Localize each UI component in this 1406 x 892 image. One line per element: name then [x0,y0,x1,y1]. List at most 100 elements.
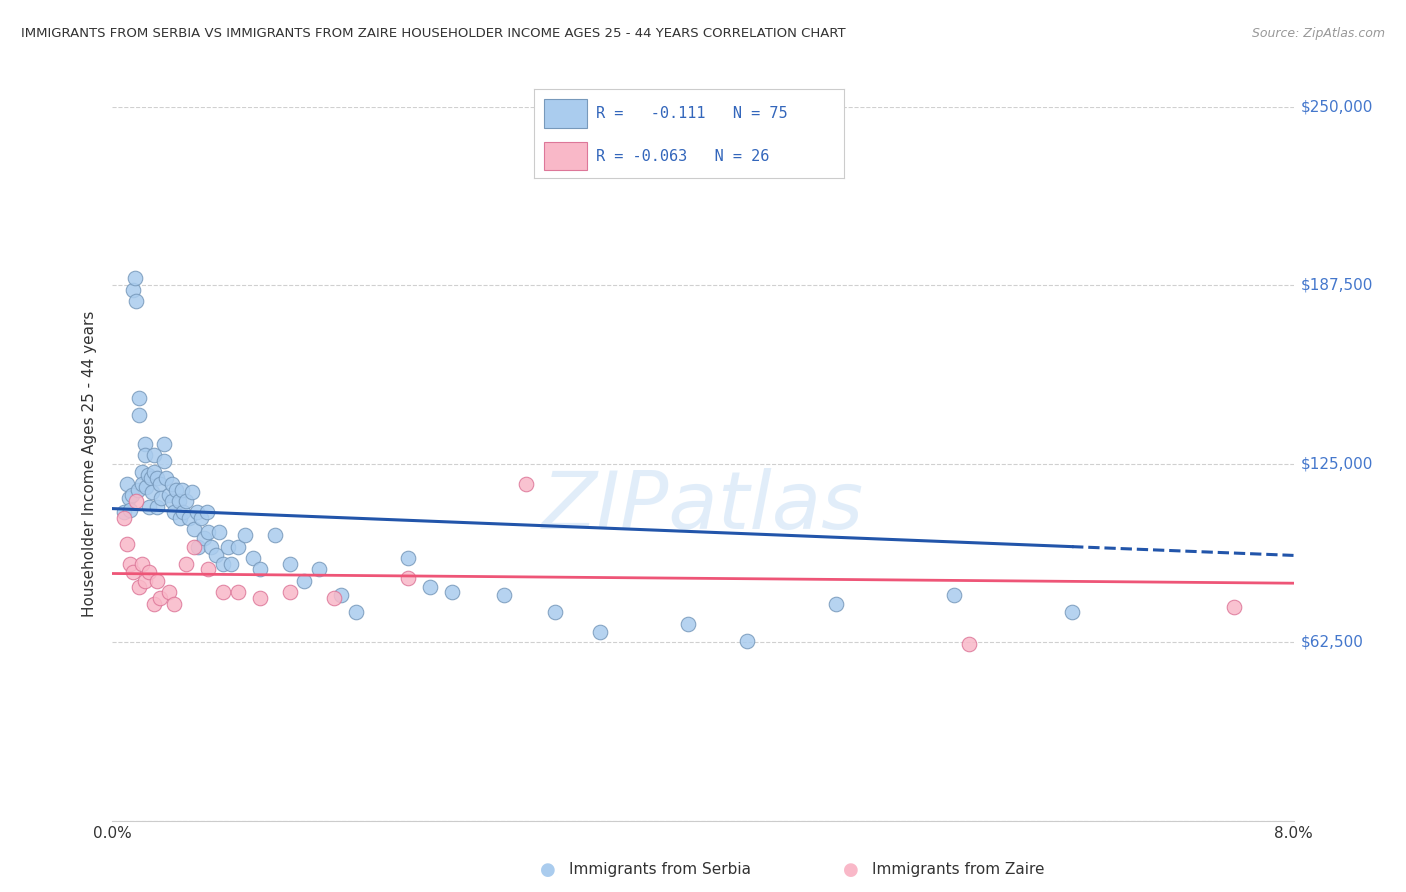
Point [150,491,173,505]
Point [419,580,441,594]
FancyBboxPatch shape [544,142,586,170]
Point [441,585,464,599]
Point [125,294,148,309]
Text: R =   -0.111   N = 75: R = -0.111 N = 75 [596,106,787,120]
Point [149,476,172,491]
Point [142,448,165,462]
FancyBboxPatch shape [544,99,586,128]
Point [249,562,271,576]
Point [217,540,239,554]
Point [205,548,228,562]
Point [121,488,143,502]
Text: $187,500: $187,500 [1301,278,1372,293]
Point [678,616,700,631]
Point [344,605,367,619]
Point [125,494,148,508]
Point [187,540,209,554]
Text: IMMIGRANTS FROM SERBIA VS IMMIGRANTS FROM ZAIRE HOUSEHOLDER INCOME AGES 25 - 44 : IMMIGRANTS FROM SERBIA VS IMMIGRANTS FRO… [21,27,846,40]
Point [197,525,219,540]
Point [155,471,177,485]
Point [190,511,212,525]
Point [160,494,183,508]
Text: $62,500: $62,500 [1301,635,1364,649]
Point [112,511,135,525]
Point [165,483,187,497]
Point [195,505,218,519]
Point [142,466,165,480]
Point [118,491,141,505]
Point [824,597,846,611]
Point [153,437,176,451]
Point [128,391,150,405]
Point [128,409,150,423]
Point [131,466,153,480]
Point [249,591,271,605]
Point [308,562,330,576]
Point [135,480,157,494]
Point [942,588,965,602]
Text: $250,000: $250,000 [1301,100,1372,114]
Point [117,537,138,551]
Point [226,585,249,599]
Point [122,283,145,297]
Point [396,551,419,566]
Point [174,494,197,508]
Text: ●: ● [540,861,557,879]
Point [1062,605,1084,619]
Point [134,574,156,588]
Point [120,502,142,516]
Text: R = -0.063   N = 26: R = -0.063 N = 26 [596,149,769,163]
Point [138,566,160,580]
Point [157,488,180,502]
Point [197,562,219,576]
Text: Source: ZipAtlas.com: Source: ZipAtlas.com [1251,27,1385,40]
Point [146,471,169,485]
Point [136,468,159,483]
Point [515,476,537,491]
Text: $125,000: $125,000 [1301,457,1372,471]
Point [167,494,190,508]
Point [208,525,231,540]
Point [957,637,980,651]
Point [153,454,176,468]
Point [131,476,153,491]
Point [193,531,215,545]
Point [174,557,197,571]
Point [544,605,567,619]
Point [330,588,353,602]
Point [200,540,222,554]
Point [163,597,186,611]
Point [186,505,208,519]
Text: ●: ● [842,861,859,879]
Point [183,523,205,537]
Point [233,528,256,542]
Point [120,557,142,571]
Point [737,633,759,648]
Point [160,476,183,491]
Point [149,591,172,605]
Point [146,500,169,514]
Point [179,511,201,525]
Text: ZIPatlas: ZIPatlas [541,467,865,546]
Point [226,540,249,554]
Point [212,557,235,571]
Point [396,571,419,585]
Point [169,511,191,525]
Point [492,588,515,602]
Point [134,448,156,462]
Point [142,597,165,611]
Point [124,271,146,285]
Point [170,483,193,497]
Point [139,471,162,485]
Point [181,485,204,500]
Point [212,585,235,599]
Point [278,585,301,599]
Point [157,585,180,599]
Point [1223,599,1246,614]
Point [131,557,153,571]
Point [112,505,135,519]
Point [172,505,194,519]
Y-axis label: Householder Income Ages 25 - 44 years: Householder Income Ages 25 - 44 years [82,310,97,617]
Point [138,500,160,514]
Point [278,557,301,571]
